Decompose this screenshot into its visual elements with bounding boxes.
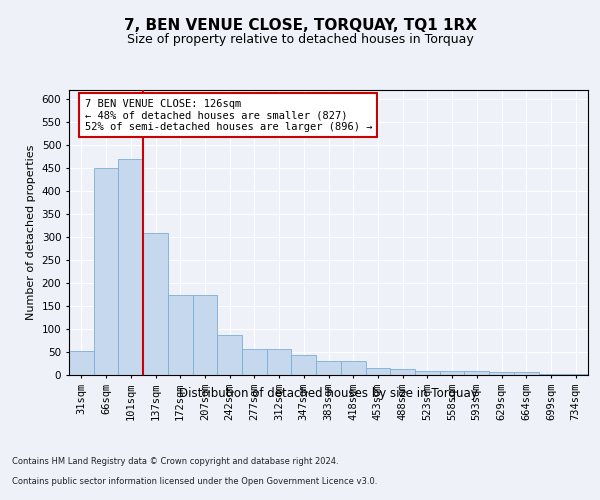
Y-axis label: Number of detached properties: Number of detached properties (26, 145, 36, 320)
Bar (539, 374, 563, 375)
Bar (118, 159, 143, 375)
Bar (316, 361, 341, 375)
Bar (217, 334, 242, 375)
Bar (168, 294, 193, 375)
Bar (193, 294, 217, 375)
Bar (267, 349, 292, 375)
Bar (94, 168, 118, 375)
Bar (440, 372, 464, 375)
Text: Distribution of detached houses by size in Torquay: Distribution of detached houses by size … (179, 388, 478, 400)
Text: Size of property relative to detached houses in Torquay: Size of property relative to detached ho… (127, 32, 473, 46)
Bar (563, 374, 588, 375)
Bar (464, 372, 489, 375)
Text: 7 BEN VENUE CLOSE: 126sqm
← 48% of detached houses are smaller (827)
52% of semi: 7 BEN VENUE CLOSE: 126sqm ← 48% of detac… (85, 98, 372, 132)
Bar (514, 372, 539, 375)
Bar (69, 350, 94, 375)
Text: Contains HM Land Registry data © Crown copyright and database right 2024.: Contains HM Land Registry data © Crown c… (12, 458, 338, 466)
Bar (242, 349, 267, 375)
Bar (365, 368, 390, 375)
Bar (415, 372, 440, 375)
Bar (292, 355, 316, 375)
Text: Contains public sector information licensed under the Open Government Licence v3: Contains public sector information licen… (12, 478, 377, 486)
Text: 7, BEN VENUE CLOSE, TORQUAY, TQ1 1RX: 7, BEN VENUE CLOSE, TORQUAY, TQ1 1RX (124, 18, 476, 32)
Bar (143, 232, 168, 375)
Bar (341, 361, 365, 375)
Bar (489, 372, 514, 375)
Bar (390, 369, 415, 375)
